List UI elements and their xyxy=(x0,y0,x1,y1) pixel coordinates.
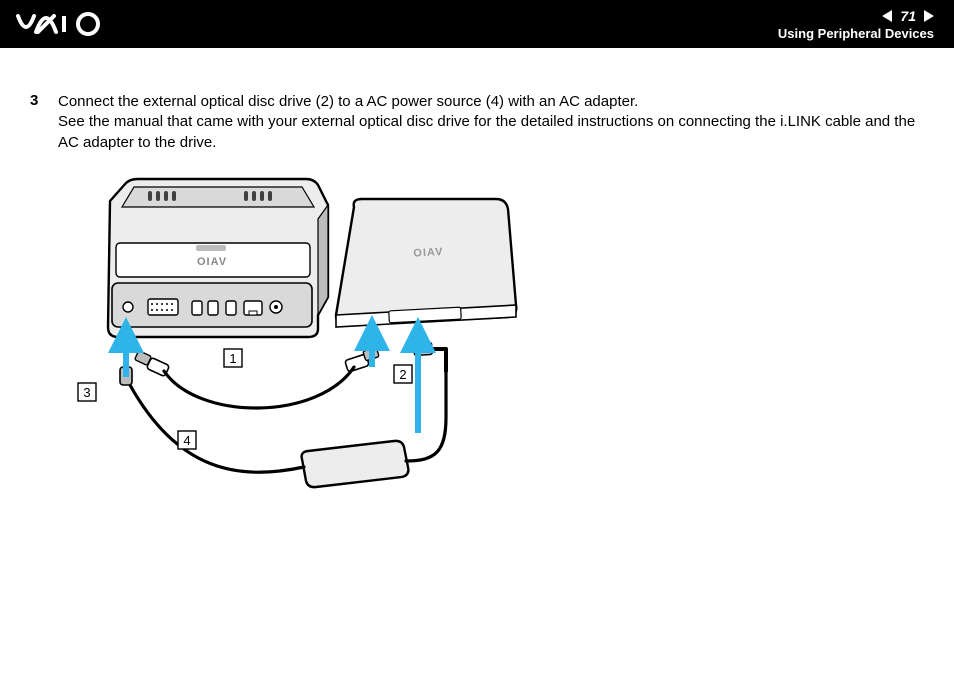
step-text-line1: Connect the external optical disc drive … xyxy=(58,93,638,110)
svg-text:2: 2 xyxy=(399,367,406,382)
step-text: Connect the external optical disc drive … xyxy=(58,92,924,153)
svg-text:OIAV: OIAV xyxy=(413,246,444,260)
step-text-line2: See the manual that came with your exter… xyxy=(58,113,915,150)
section-title: Using Peripheral Devices xyxy=(778,26,934,41)
connection-diagram: OIAV OIAV 1 2 3 4 xyxy=(58,171,528,511)
instruction-step: 3 Connect the external optical disc driv… xyxy=(30,92,924,153)
page-number: 71 xyxy=(900,8,916,24)
svg-text:1: 1 xyxy=(229,351,236,366)
next-page-arrow-icon[interactable] xyxy=(924,10,934,22)
header-nav: 71 Using Peripheral Devices xyxy=(778,8,934,41)
prev-page-arrow-icon[interactable] xyxy=(882,10,892,22)
vaio-logo xyxy=(16,10,124,38)
page-content: 3 Connect the external optical disc driv… xyxy=(0,48,954,511)
step-number: 3 xyxy=(30,92,44,109)
svg-text:3: 3 xyxy=(83,385,90,400)
svg-text:OIAV: OIAV xyxy=(197,256,227,268)
page-header: 71 Using Peripheral Devices xyxy=(0,0,954,48)
svg-text:4: 4 xyxy=(183,433,190,448)
